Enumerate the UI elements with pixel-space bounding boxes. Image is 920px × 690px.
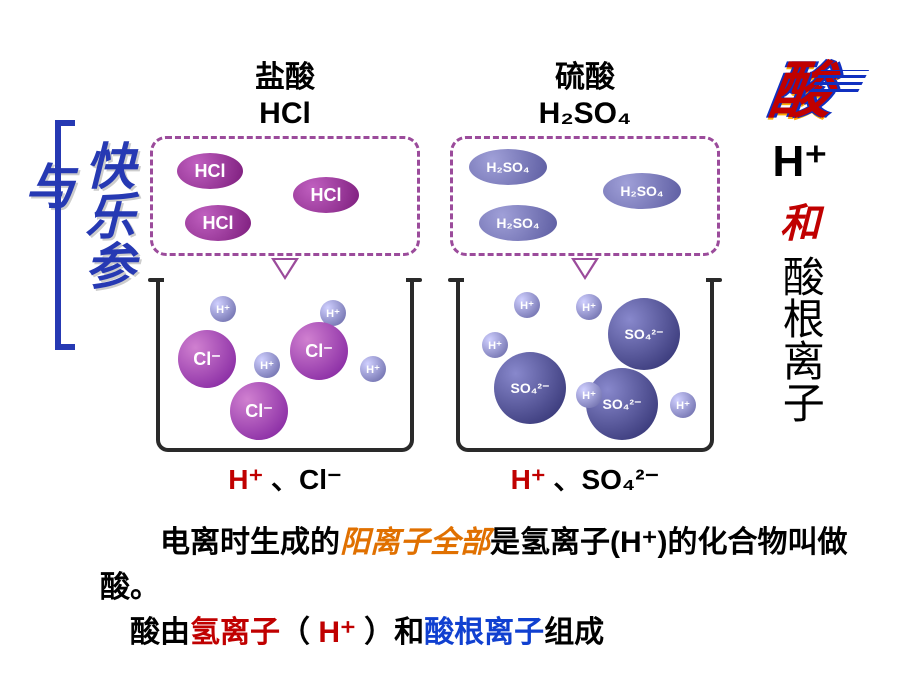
l2b: 氢离子 <box>190 616 280 649</box>
hcl-molecule-box: HCl HCl HCl <box>150 136 420 256</box>
diagram-area: 盐酸 HCl HCl HCl HCl H⁺ H⁺ Cl⁻ Cl⁻ H⁺ H⁺ C… <box>140 60 710 470</box>
h2so4-molecule-box: H₂SO₄ H₂SO₄ H₂SO₄ <box>450 136 720 256</box>
l2d: H⁺ <box>318 616 356 649</box>
left-label-kuaile: 快乐参 <box>70 140 142 290</box>
l2c: （ <box>280 616 318 649</box>
hcl-arrow-icon <box>271 258 299 280</box>
cl-ion: Cl⁻ <box>178 330 236 388</box>
l2g: 组成 <box>544 616 604 649</box>
so4-ion: SO₄²⁻ <box>494 352 566 424</box>
h2so4-title: 硫酸 H₂SO₄ <box>450 60 720 132</box>
h-ion: H⁺ <box>210 296 236 322</box>
caption-sep: 、 <box>546 464 582 495</box>
h-ion: H⁺ <box>576 382 602 408</box>
h-ion: H⁺ <box>360 356 386 382</box>
anion-vertical-label: 酸根离子 <box>720 255 880 434</box>
l1b: 阳离子全部 <box>340 526 490 559</box>
cl-ion: Cl⁻ <box>290 322 348 380</box>
l2a: 酸由 <box>130 616 190 649</box>
h-ion: H⁺ <box>576 294 602 320</box>
hcl-beaker: H⁺ H⁺ Cl⁻ Cl⁻ H⁺ H⁺ Cl⁻ <box>156 282 414 452</box>
hcl-ion-caption: H⁺ 、Cl⁻ <box>150 458 420 498</box>
h2so4-arrow-icon <box>571 258 599 280</box>
h2so4-title-cn: 硫酸 <box>555 61 615 94</box>
hcl-molecule-3: HCl <box>185 205 251 241</box>
hcl-formula: HCl <box>259 97 311 130</box>
cl-ion: Cl⁻ <box>230 382 288 440</box>
h2so4-molecule-2: H₂SO₄ <box>603 173 681 209</box>
right-panel: 酸 H⁺ 和 酸根离子 <box>720 40 880 434</box>
so4-ion: SO₄²⁻ <box>608 298 680 370</box>
caption-h: H⁺ <box>511 464 546 495</box>
caption-h: H⁺ <box>228 464 263 495</box>
caption-sep: 、 <box>263 464 299 495</box>
anion-text: 酸根离子 <box>775 255 825 423</box>
l1a: 电离时生成的 <box>160 526 340 559</box>
h-ion: H⁺ <box>254 352 280 378</box>
hcl-title-cn: 盐酸 <box>255 61 315 94</box>
h-ion: H⁺ <box>482 332 508 358</box>
hcl-column: 盐酸 HCl HCl HCl HCl H⁺ H⁺ Cl⁻ Cl⁻ H⁺ H⁺ C… <box>150 60 420 498</box>
h2so4-molecule-1: H₂SO₄ <box>469 149 547 185</box>
h2so4-beaker: H⁺ H⁺ SO₄²⁻ H⁺ SO₄²⁻ SO₄²⁻ H⁺ H⁺ <box>456 282 714 452</box>
h-ion: H⁺ <box>514 292 540 318</box>
l2e: ）和 <box>356 616 424 649</box>
hplus-label: H⁺ <box>720 136 880 187</box>
hcl-molecule-1: HCl <box>177 153 243 189</box>
hcl-title: 盐酸 HCl <box>150 60 420 132</box>
h2so4-ion-caption: H⁺ 、SO₄²⁻ <box>450 458 720 498</box>
h2so4-column: 硫酸 H₂SO₄ H₂SO₄ H₂SO₄ H₂SO₄ H⁺ H⁺ SO₄²⁻ H… <box>450 60 720 498</box>
acid-art-char: 酸 <box>765 40 836 130</box>
l2f: 酸根离子 <box>424 616 544 649</box>
h-ion: H⁺ <box>670 392 696 418</box>
bottom-line-1: 电离时生成的阳离子全部是氢离子(H⁺)的化合物叫做酸。 <box>100 520 860 610</box>
caption-anion: Cl⁻ <box>299 464 342 495</box>
he-label: 和 <box>720 191 880 249</box>
h2so4-molecule-3: H₂SO₄ <box>479 205 557 241</box>
bottom-line-2: 酸由氢离子（ H⁺ ）和酸根离子组成 <box>100 610 860 655</box>
caption-anion: SO₄²⁻ <box>581 464 659 495</box>
hcl-molecule-2: HCl <box>293 177 359 213</box>
h2so4-formula: H₂SO₄ <box>539 97 632 130</box>
bottom-explanation: 电离时生成的阳离子全部是氢离子(H⁺)的化合物叫做酸。 酸由氢离子（ H⁺ ）和… <box>100 520 860 655</box>
